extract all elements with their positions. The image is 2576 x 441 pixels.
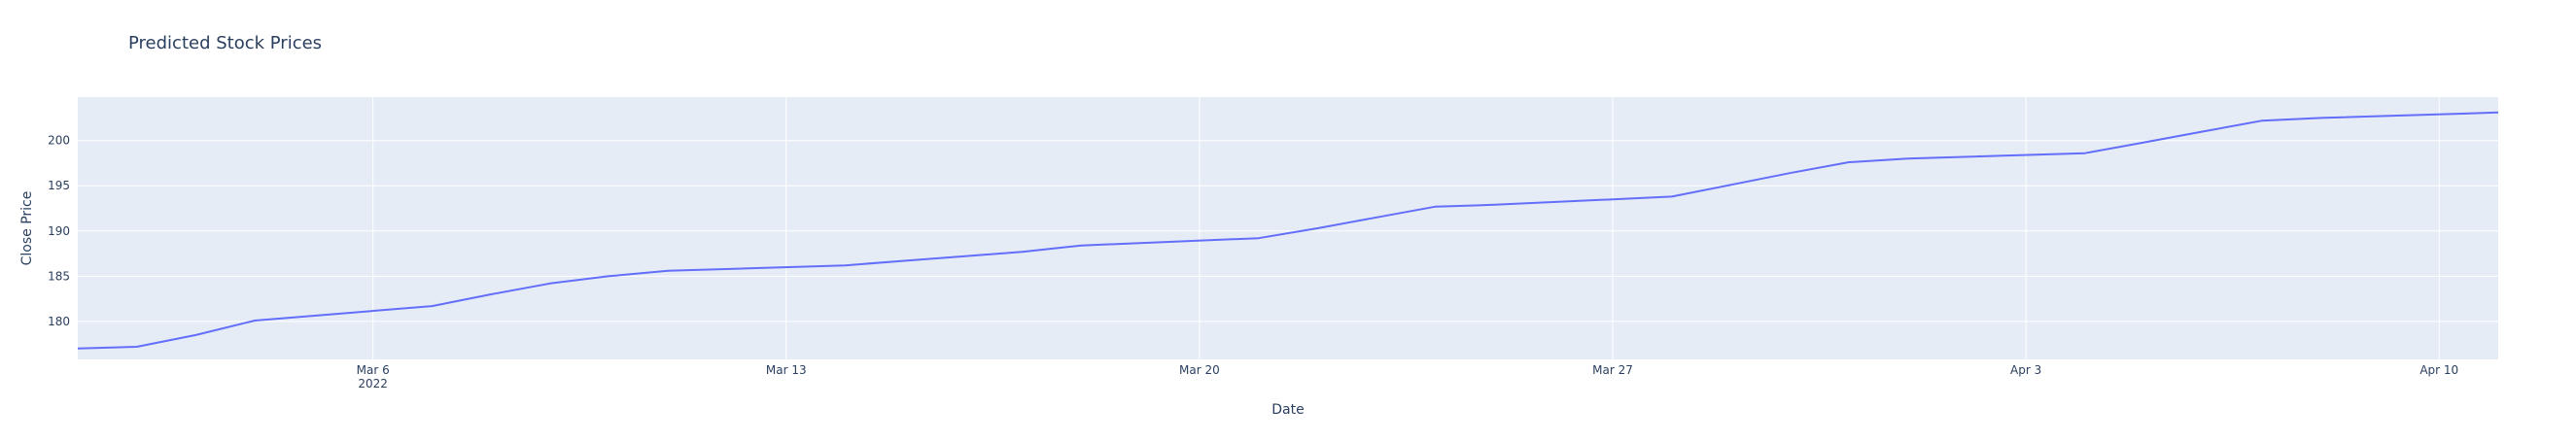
x-tick-label: Apr 10 <box>2419 363 2458 377</box>
x-tick-label: Mar 20 <box>1179 363 1220 377</box>
series-line <box>77 111 2499 350</box>
y-axis-title: Close Price <box>19 191 35 266</box>
x-axis-title: Date <box>1271 402 1304 418</box>
y-tick-label: 190 <box>48 224 70 238</box>
y-axis: 180 185 190 195 200 <box>48 134 70 328</box>
y-tick-label: 195 <box>48 179 70 192</box>
plot-area <box>78 97 2498 359</box>
series-layer <box>77 111 2499 350</box>
x-tick-label: Mar 27 <box>1592 363 1633 377</box>
y-tick-label: 180 <box>48 315 70 328</box>
y-tick-label: 185 <box>48 269 70 283</box>
chart-title: Predicted Stock Prices <box>128 33 322 53</box>
gridlines <box>78 97 2498 359</box>
y-tick-label: 200 <box>48 134 70 148</box>
x-tick-label: Mar 13 <box>766 363 807 377</box>
x-tick-label: Mar 6 <box>357 363 390 377</box>
x-tick-sublabel: 2022 <box>358 377 388 390</box>
x-tick-label: Apr 3 <box>2010 363 2041 377</box>
